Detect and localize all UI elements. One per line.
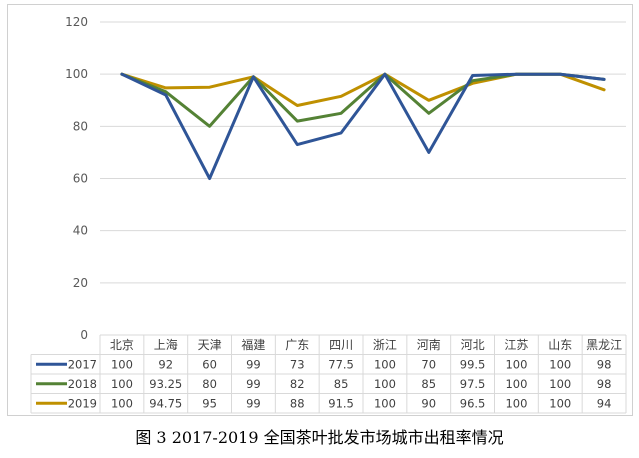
x-category-label: 天津 (198, 338, 222, 352)
table-cell-value: 99 (246, 377, 261, 391)
table-cell-value: 85 (334, 377, 349, 391)
table-cell-value: 100 (505, 396, 527, 410)
table-cell-value: 92 (158, 357, 173, 371)
table-cell-value: 100 (374, 396, 396, 410)
table-cell-value: 100 (111, 396, 133, 410)
table-cell-value: 93.25 (149, 377, 182, 391)
table-cell-value: 100 (111, 357, 133, 371)
x-category-label: 河北 (461, 338, 485, 352)
table-cell-value: 100 (111, 377, 133, 391)
series-line-2017 (120, 72, 606, 180)
x-category-label: 黑龙江 (586, 338, 622, 352)
table-cell-value: 98 (597, 357, 612, 371)
table-cell-value: 100 (374, 377, 396, 391)
series-line-2018 (120, 72, 606, 128)
x-category-label: 四川 (329, 338, 353, 352)
table-cell-value: 82 (290, 377, 305, 391)
legend-label-2019: 2019 (68, 396, 97, 410)
series-line-2019 (120, 72, 606, 107)
line-chart: 0 20 40 60 80 100 120 北京 上海 天津 福建 广东 四川 浙江 河南 河北 江苏 山东 黑龙… (30, 15, 627, 414)
x-category-label: 河南 (417, 337, 441, 352)
table-cell-value: 85 (421, 377, 436, 391)
y-tick-label: 120 (65, 15, 88, 29)
y-tick-label: 40 (73, 224, 88, 238)
table-cell-value: 100 (374, 357, 396, 371)
table-cell-value: 90 (421, 396, 436, 410)
table-cell-value: 77.5 (328, 357, 354, 371)
chart-frame: 0 20 40 60 80 100 120 北京 上海 天津 福建 广东 四川 浙江 河南 河北 江苏 山东 黑龙… (7, 4, 633, 416)
x-category-label: 北京 (110, 338, 134, 352)
table-cell-value: 88 (290, 396, 305, 410)
y-tick-label: 80 (73, 119, 88, 133)
table-cell-value: 98 (597, 377, 612, 391)
table-cell-value: 100 (549, 396, 571, 410)
table-cell-value: 97.5 (460, 377, 486, 391)
table-cell-value: 100 (549, 377, 571, 391)
table-cell-value: 80 (202, 377, 217, 391)
legend-label-2018: 2018 (68, 377, 97, 391)
y-tick-label: 100 (65, 67, 88, 81)
table-cell-value: 100 (505, 357, 527, 371)
data-table: 北京 上海 天津 福建 广东 四川 浙江 河南 河北 江苏 山东 黑龙江 2017 100 92 60 99 73… (30, 334, 627, 414)
table-cell-value: 94 (597, 396, 612, 410)
y-axis-ticks: 0 20 40 60 80 100 120 (65, 15, 88, 342)
x-category-label: 山东 (548, 338, 572, 352)
x-category-label: 福建 (241, 337, 265, 352)
table-cell-value: 60 (202, 357, 217, 371)
y-tick-label: 60 (73, 172, 88, 186)
y-tick-label: 20 (73, 276, 88, 290)
x-category-label: 浙江 (373, 338, 397, 352)
legend-label-2017: 2017 (68, 357, 97, 371)
table-cell-value: 99 (246, 357, 261, 371)
x-category-label: 江苏 (504, 338, 528, 352)
table-cell-value: 99.5 (460, 357, 486, 371)
table-cell-value: 100 (549, 357, 571, 371)
x-category-label: 广东 (285, 338, 309, 352)
table-cell-value: 95 (202, 396, 217, 410)
table-cell-value: 91.5 (328, 396, 354, 410)
table-cell-value: 73 (290, 357, 305, 371)
table-cell-value: 70 (421, 357, 436, 371)
gridlines (100, 21, 626, 336)
table-cell-value: 94.75 (149, 396, 182, 410)
x-category-label: 上海 (154, 337, 178, 352)
figure-caption: 图 3 2017-2019 全国茶叶批发市场城市出租率情况 (135, 428, 504, 447)
table-cell-value: 100 (505, 377, 527, 391)
series-lines (120, 72, 606, 180)
table-cell-value: 96.5 (460, 396, 486, 410)
table-cell-value: 99 (246, 396, 261, 410)
y-tick-label: 0 (80, 328, 88, 342)
